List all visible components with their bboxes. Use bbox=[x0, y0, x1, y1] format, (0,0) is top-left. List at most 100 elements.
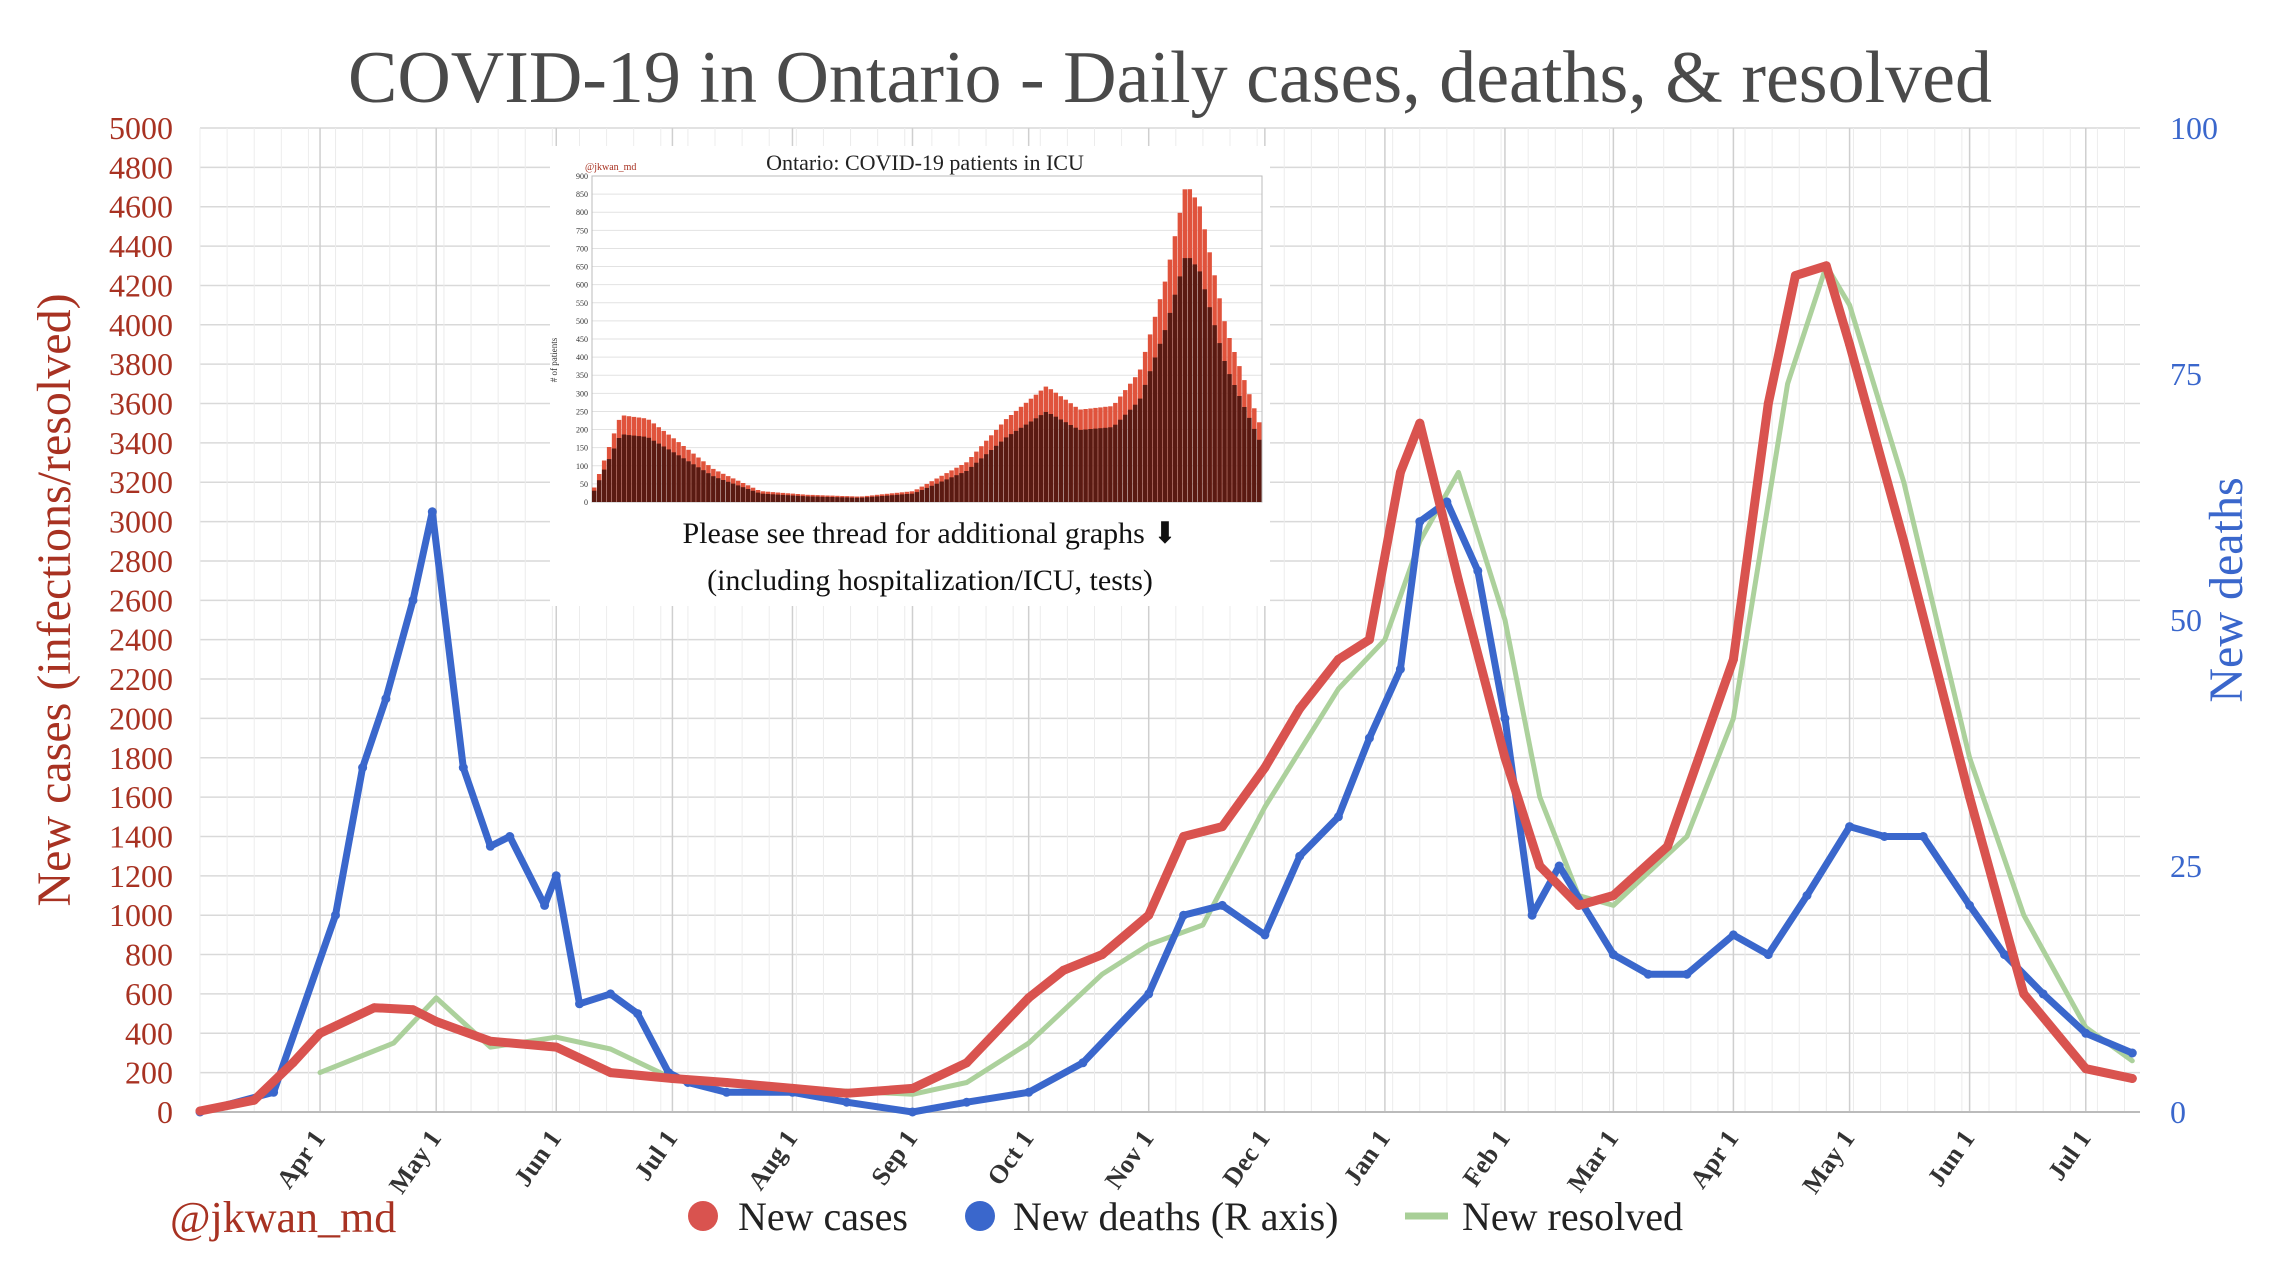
inset-bar-ventilated bbox=[636, 436, 642, 502]
inset-bar-ventilated bbox=[656, 443, 661, 502]
series-point-0 bbox=[962, 1058, 972, 1068]
inset-bar-ventilated bbox=[1088, 429, 1093, 502]
inset-bar-ventilated bbox=[1118, 419, 1123, 502]
series-point-1 bbox=[842, 1097, 852, 1107]
inset-tick-label: 0 bbox=[584, 498, 588, 507]
inset-bar-ventilated bbox=[904, 494, 910, 502]
inset-y-label: # of patients bbox=[549, 337, 559, 382]
inset-bar-ventilated bbox=[1013, 430, 1019, 502]
inset-bar-ventilated bbox=[1227, 374, 1232, 502]
series-point-0 bbox=[908, 1083, 917, 1093]
inset-tick-label: 200 bbox=[576, 426, 588, 435]
series-point-1 bbox=[1965, 900, 1975, 910]
series-point-1 bbox=[1415, 517, 1425, 527]
inset-bar-ventilated bbox=[706, 473, 711, 502]
series-point-1 bbox=[358, 763, 368, 773]
series-point-0 bbox=[842, 1088, 852, 1098]
series-point-1 bbox=[1364, 733, 1374, 743]
series-point-0 bbox=[1574, 900, 1583, 910]
inset-bar-ventilated bbox=[760, 493, 766, 502]
series-point-0 bbox=[485, 1036, 495, 1046]
series-point-1 bbox=[2081, 1028, 2091, 1038]
series-point-0 bbox=[408, 1005, 418, 1015]
left-tick-label: 2600 bbox=[109, 582, 173, 618]
inset-bar-ventilated bbox=[1093, 428, 1098, 502]
series-point-1 bbox=[1763, 950, 1773, 960]
series-point-0 bbox=[369, 1003, 379, 1013]
inset-bar-ventilated bbox=[830, 497, 835, 502]
series-point-0 bbox=[2081, 1064, 2091, 1074]
left-tick-label: 600 bbox=[125, 976, 173, 1012]
right-tick-label: 75 bbox=[2170, 356, 2202, 392]
inset-bar-ventilated bbox=[810, 496, 815, 502]
inset-bar-ventilated bbox=[914, 492, 920, 502]
inset-bar-ventilated bbox=[919, 490, 925, 502]
series-point-0 bbox=[1295, 704, 1305, 714]
series-point-1 bbox=[1802, 891, 1812, 900]
inset-bar-ventilated bbox=[864, 497, 870, 502]
left-tick-label: 1600 bbox=[109, 779, 173, 815]
inset-bars bbox=[592, 189, 1262, 503]
series-point-1 bbox=[633, 1009, 643, 1019]
series-point-0 bbox=[788, 1083, 797, 1093]
inset-bar-ventilated bbox=[1078, 429, 1083, 502]
inset-bar-ventilated bbox=[686, 461, 691, 502]
series-point-1 bbox=[331, 910, 340, 920]
inset-tick-label: 650 bbox=[576, 263, 588, 272]
left-tick-label: 1200 bbox=[109, 858, 173, 894]
inset-note-line2: (including hospitalization/ICU, tests) bbox=[707, 564, 1153, 597]
inset-icu-chart: Ontario: COVID-19 patients in ICU @jkwan… bbox=[549, 146, 1270, 606]
inset-bar-ventilated bbox=[1192, 264, 1197, 502]
inset-bar-ventilated bbox=[1217, 343, 1222, 502]
inset-bar-ventilated bbox=[735, 485, 741, 502]
inset-bar-ventilated bbox=[1038, 415, 1044, 502]
series-line-0 bbox=[195, 261, 2137, 1116]
series-point-0 bbox=[1179, 832, 1189, 841]
series-point-0 bbox=[315, 1028, 325, 1038]
series-point-1 bbox=[1845, 822, 1855, 832]
inset-tick-label: 400 bbox=[576, 353, 588, 362]
inset-tick-label: 250 bbox=[576, 407, 588, 416]
left-axis-label: New cases (infections/resolved) bbox=[28, 293, 81, 906]
inset-bar-ventilated bbox=[740, 487, 746, 502]
series-point-0 bbox=[722, 1078, 732, 1087]
series-point-0 bbox=[606, 1068, 615, 1078]
inset-bar-ventilated bbox=[860, 497, 865, 502]
inset-bar-ventilated bbox=[596, 480, 602, 502]
inset-bar-ventilated bbox=[1197, 271, 1202, 502]
right-tick-label: 0 bbox=[2170, 1094, 2186, 1130]
left-tick-label: 400 bbox=[125, 1015, 173, 1051]
inset-bar-ventilated bbox=[924, 487, 929, 502]
inset-bar-ventilated bbox=[884, 495, 890, 502]
series-point-1 bbox=[1442, 497, 1452, 507]
left-tick-label: 200 bbox=[125, 1055, 173, 1091]
inset-bar-ventilated bbox=[1182, 258, 1188, 502]
inset-bar-ventilated bbox=[929, 485, 934, 502]
inset-bar-ventilated bbox=[959, 473, 964, 502]
inset-bar-ventilated bbox=[1187, 258, 1193, 502]
inset-bar-ventilated bbox=[770, 494, 776, 502]
series-point-0 bbox=[667, 1074, 677, 1083]
series-point-0 bbox=[1608, 891, 1618, 900]
left-tick-label: 2000 bbox=[109, 700, 173, 736]
inset-bar-ventilated bbox=[909, 493, 915, 502]
inset-bar-ventilated bbox=[1257, 439, 1262, 502]
series-point-1 bbox=[1527, 910, 1537, 920]
right-axis: 0 25 50 75 100 bbox=[2170, 110, 2218, 1130]
inset-title: Ontario: COVID-19 patients in ICU bbox=[766, 150, 1084, 175]
inset-bar-ventilated bbox=[944, 479, 949, 502]
inset-bar-ventilated bbox=[1152, 357, 1158, 502]
inset-bar-ventilated bbox=[879, 496, 885, 502]
inset-bar-ventilated bbox=[1023, 424, 1029, 502]
inset-bar-ventilated bbox=[1222, 361, 1227, 502]
left-tick-label: 800 bbox=[125, 937, 173, 973]
series-point-1 bbox=[606, 989, 615, 999]
series-line-2 bbox=[317, 263, 2135, 1097]
inset-bar-ventilated bbox=[855, 497, 860, 502]
right-tick-label: 25 bbox=[2170, 848, 2202, 884]
inset-bar-ventilated bbox=[949, 477, 954, 502]
series-point-0 bbox=[1415, 418, 1425, 428]
inset-bar-ventilated bbox=[626, 435, 632, 502]
inset-bar-ventilated bbox=[1033, 418, 1039, 502]
